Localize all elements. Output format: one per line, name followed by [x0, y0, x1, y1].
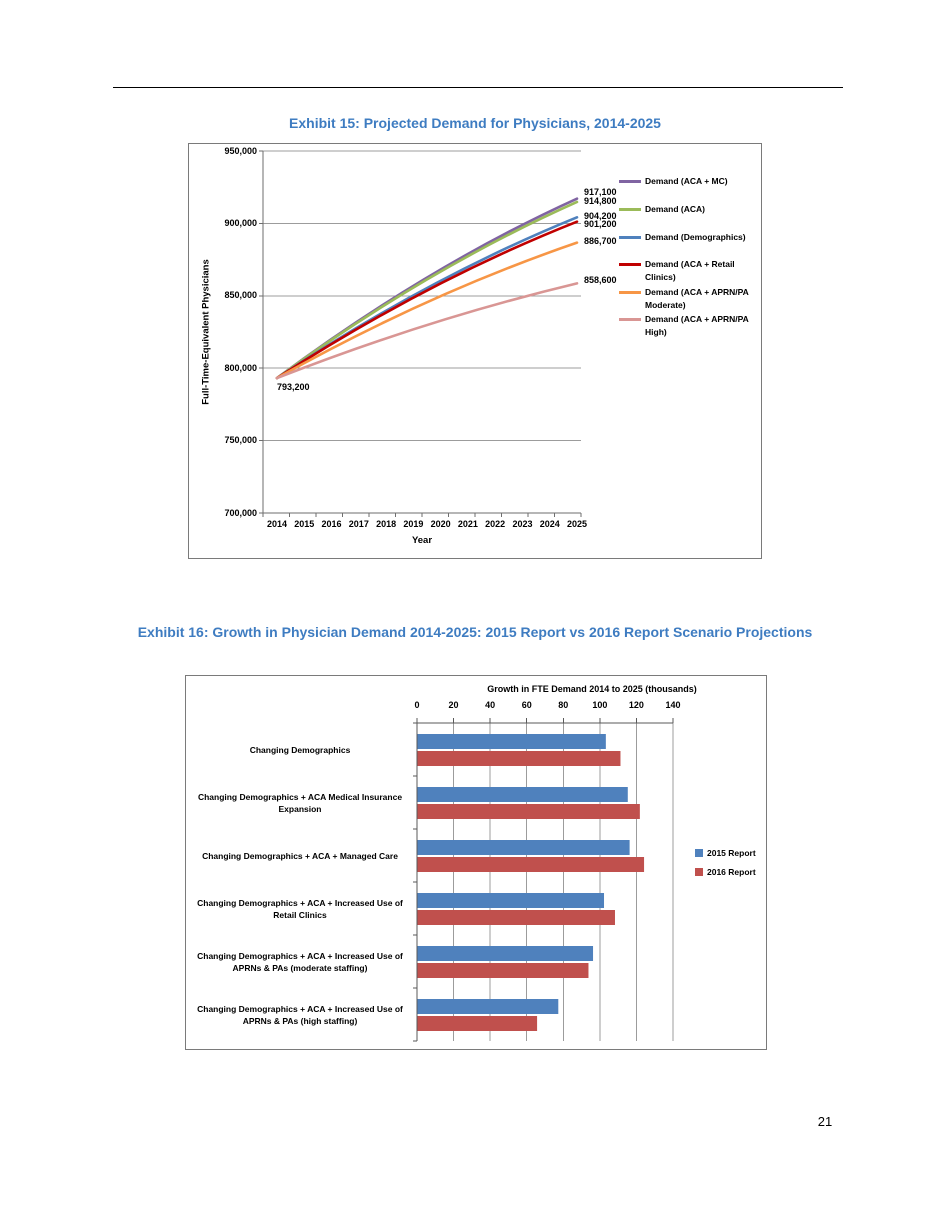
series-line-2 [275, 200, 579, 380]
y-axis-title: Full-Time-Equivalent Physicians [200, 259, 212, 405]
x-axis-title: Year [411, 535, 433, 546]
category-label: Changing Demographics [190, 723, 410, 776]
bar-2015-cat3 [417, 840, 630, 855]
bar-2015-cat5 [417, 946, 594, 961]
bar-2015-cat4 [417, 893, 605, 908]
data-label: 858,600 [584, 275, 617, 285]
category-label-text: Changing Demographics + ACA + Managed Ca… [202, 850, 398, 861]
value-tick-label: 0 [414, 700, 420, 710]
exhibit-15-title: Exhibit 15: Projected Demand for Physici… [289, 115, 661, 131]
legend-item: Demand (ACA) [619, 203, 751, 216]
value-tick-label: 140 [665, 700, 681, 710]
bar-2016-cat4 [417, 910, 615, 925]
x-tick-label: 2020 [430, 519, 451, 529]
legend-square-swatch [695, 868, 703, 876]
data-label-start: 793,200 [277, 382, 310, 392]
bar-2016-cat3 [417, 857, 645, 872]
legend-item: 2016 Report [695, 867, 765, 877]
x-tick-label: 2023 [512, 519, 533, 529]
legend-line-swatch [619, 318, 641, 321]
category-label-text: Changing Demographics + ACA + Increased … [197, 950, 403, 973]
legend-item: Demand (ACA + Retail Clinics) [619, 258, 751, 283]
legend-item: Demand (ACA + APRN/PA Moderate) [619, 286, 751, 311]
value-tick-label: 60 [521, 700, 532, 710]
legend-label: Demand (ACA + Retail Clinics) [645, 259, 735, 282]
value-tick-label: 20 [448, 700, 459, 710]
exhibit-16-title: Exhibit 16: Growth in Physician Demand 2… [137, 624, 813, 640]
bar-chart-canvas [413, 718, 674, 1042]
exhibit-16-bar-chart: Growth in FTE Demand 2014 to 2025 (thous… [185, 675, 767, 1050]
category-label-text: Changing Demographics + ACA Medical Insu… [197, 791, 403, 814]
x-tick-label: 2014 [266, 519, 288, 529]
data-label: 917,100 [584, 187, 617, 197]
data-label: 901,200 [584, 219, 617, 229]
x-tick-label: 2022 [485, 519, 506, 529]
category-label-text: Changing Demographics + ACA + Increased … [197, 1003, 403, 1026]
page-number: 21 [817, 1114, 833, 1129]
y-tick-label: 950,000 [224, 145, 257, 156]
exhibit-15-line-chart: Full-Time-Equivalent Physicians 950,000 9… [188, 143, 762, 559]
legend-label: Demand (Demographics) [645, 232, 746, 242]
bar-2015-cat2 [417, 787, 628, 802]
value-tick-label: 80 [558, 700, 569, 710]
bar-2016-cat5 [417, 963, 589, 978]
legend-square-swatch [695, 849, 703, 857]
legend-label: Demand (ACA) [645, 204, 705, 214]
value-tick-label: 120 [628, 700, 644, 710]
legend-label: 2015 Report [707, 848, 756, 858]
category-label-text: Changing Demographics + ACA + Increased … [197, 897, 403, 920]
value-tick-label: 40 [485, 700, 496, 710]
legend-label: Demand (ACA + MC) [645, 176, 728, 186]
data-label: 914,800 [584, 196, 617, 206]
category-label: Changing Demographics + ACA + Managed Ca… [190, 829, 410, 882]
bar-2016-cat1 [417, 751, 621, 766]
legend-item: Demand (ACA + MC) [619, 175, 751, 188]
x-tick-label: 2024 [539, 519, 560, 529]
legend-line-swatch [619, 263, 641, 266]
x-tick-label: 2019 [403, 519, 424, 529]
x-tick-label: 2015 [294, 519, 315, 529]
legend-line-swatch [619, 180, 641, 183]
y-tick-label: 800,000 [224, 362, 257, 373]
x-tick-label: 2025 [566, 519, 588, 529]
legend-line-swatch [619, 208, 641, 211]
series-line-5 [275, 241, 579, 380]
y-tick-label: 750,000 [224, 435, 257, 446]
legend-label: Demand (ACA + APRN/PA Moderate) [645, 287, 749, 310]
category-label: Changing Demographics + ACA + Increased … [190, 935, 410, 988]
legend-item: Demand (ACA + APRN/PA High) [619, 313, 751, 338]
series-line-4 [275, 220, 579, 380]
bar-2016-cat6 [417, 1016, 538, 1031]
category-label-text: Changing Demographics [249, 744, 351, 755]
x-tick-label: 2017 [348, 519, 369, 529]
line-chart-canvas [259, 150, 582, 517]
value-axis-title: Growth in FTE Demand 2014 to 2025 (thous… [487, 684, 697, 694]
x-tick-label: 2016 [321, 519, 342, 529]
legend-item: Demand (Demographics) [619, 231, 751, 244]
series-line-6 [275, 282, 579, 380]
legend-line-swatch [619, 236, 641, 239]
y-tick-label: 900,000 [224, 217, 257, 228]
legend-item: 2015 Report [695, 848, 765, 858]
category-label: Changing Demographics + ACA + Increased … [190, 882, 410, 935]
y-tick-label: 850,000 [224, 290, 257, 301]
category-label: Changing Demographics + ACA Medical Insu… [190, 776, 410, 829]
x-tick-label: 2021 [457, 519, 478, 529]
data-label: 904,200 [584, 211, 617, 221]
category-label: Changing Demographics + ACA + Increased … [190, 988, 410, 1041]
data-label: 886,700 [584, 236, 617, 246]
bar-2016-cat2 [417, 804, 640, 819]
y-tick-label: 700,000 [224, 507, 257, 518]
legend-line-swatch [619, 291, 641, 294]
bar-2015-cat6 [417, 999, 559, 1014]
legend-label: Demand (ACA + APRN/PA High) [645, 314, 749, 337]
legend-label: 2016 Report [707, 867, 756, 877]
x-tick-label: 2018 [376, 519, 397, 529]
page-header-rule [113, 87, 843, 88]
value-tick-label: 100 [592, 700, 608, 710]
bar-2015-cat1 [417, 734, 606, 749]
